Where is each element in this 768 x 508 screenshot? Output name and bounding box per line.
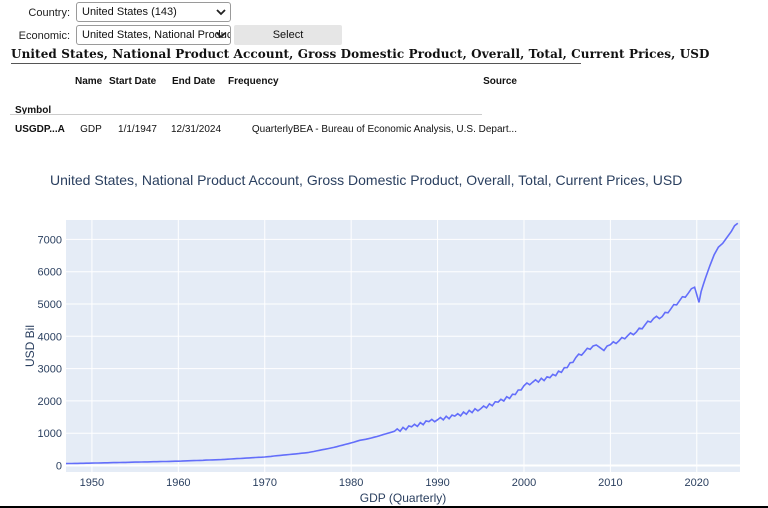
bottom-border [0,506,768,508]
col-end-date: End Date [172,76,216,87]
gdp-series-line [65,222,739,465]
x-tick-label: 1960 [166,477,190,489]
x-tick-label: 2020 [685,477,709,489]
x-tick-label: 1950 [80,477,104,489]
title-underline [11,63,581,64]
economic-label: Economic: [18,30,70,42]
col-symbol: Symbol [15,105,52,116]
table-header-row: Symbol Name Start Date End Date Frequenc… [10,74,517,116]
select-button[interactable]: Select [234,25,342,45]
x-tick-label: 2000 [512,477,536,489]
series-table: Symbol Name Start Date End Date Frequenc… [10,74,517,142]
country-label: Country: [28,7,70,19]
plot-area [66,220,740,472]
y-tick-label: 3000 [38,364,62,376]
col-frequency: Frequency [228,76,279,87]
col-start-date: Start Date [109,76,157,87]
x-tick-label: 1980 [339,477,363,489]
cell-source: BEA - Bureau of Economic Analysis, U.S. … [293,123,517,135]
economic-select-value: United States, National Product [82,29,231,41]
col-source: Source [483,76,517,87]
cell-start-date: 1/1/1947 [118,123,157,135]
y-tick-label: 1000 [38,428,62,440]
col-name: Name [75,76,103,87]
x-tick-label: 1990 [425,477,449,489]
table-divider [10,114,482,115]
y-tick-label: 2000 [38,396,62,408]
cell-symbol: USGDP...A [15,123,65,135]
chevron-down-icon [216,9,226,16]
y-axis-label: USD Bil [23,325,37,367]
x-tick-label: 1970 [253,477,277,489]
x-tick-label: 2010 [598,477,622,489]
dataset-title: United States, National Product Account,… [11,47,710,61]
y-tick-label: 7000 [38,234,62,246]
country-select[interactable]: United States (143) [76,2,231,22]
country-select-value: United States (143) [82,6,177,18]
y-tick-label: 0 [56,461,62,473]
cell-end-date: 12/31/2024 [170,123,222,135]
economic-select[interactable]: United States, National Product [76,25,231,45]
y-tick-label: 4000 [38,331,62,343]
axis-ticks: 1950 1960 1970 1980 1990 2000 2010 2020 0 1000 200… [38,234,710,489]
grid [66,220,740,472]
chevron-down-icon [216,32,226,39]
chart-title: United States, National Product Account,… [50,172,683,188]
y-tick-label: 5000 [38,299,62,311]
cell-name: GDP [80,123,102,135]
table-row[interactable]: USGDP...A GDP 1/1/1947 12/31/2024 Quarte… [10,116,517,142]
x-axis-label: GDP (Quarterly) [360,491,446,505]
cell-frequency: Quarterly [251,123,293,135]
y-tick-label: 6000 [38,267,62,279]
